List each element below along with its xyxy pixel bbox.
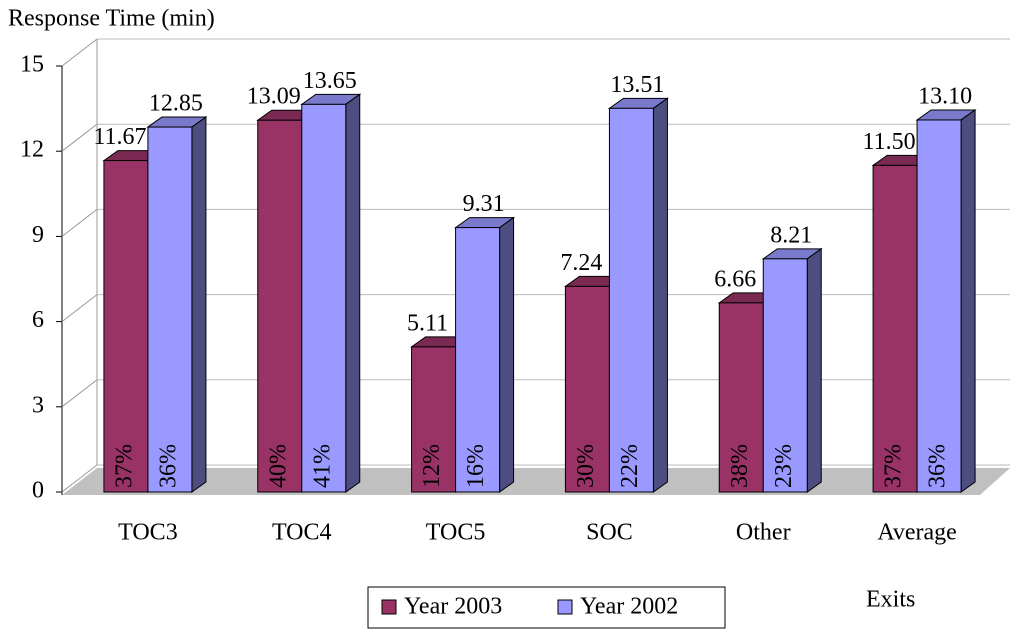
bar-front	[916, 119, 962, 493]
value-label: 11.50	[863, 129, 916, 155]
x-tick-label: TOC3	[118, 520, 178, 546]
bar-front	[564, 285, 610, 493]
bar	[607, 97, 669, 493]
y-tick-label: 9	[32, 222, 44, 248]
y-tick-label: 0	[32, 478, 44, 504]
grid-line	[61, 464, 98, 493]
percent-label: 36%	[155, 444, 181, 488]
bar	[915, 108, 977, 493]
grid-line	[61, 123, 98, 152]
legend-label: Year 2002	[580, 594, 678, 620]
value-label: 13.09	[247, 84, 301, 110]
x-tick-label: SOC	[586, 520, 633, 546]
y-tick-label: 15	[20, 52, 44, 78]
bar-front	[301, 103, 347, 493]
y-axis-label: Response Time (min)	[8, 6, 215, 32]
bar	[146, 116, 208, 493]
legend-swatch	[381, 599, 397, 615]
percent-label: 41%	[309, 444, 335, 488]
value-label: 13.51	[610, 72, 664, 98]
value-label: 13.65	[303, 68, 357, 94]
bar-front	[762, 258, 808, 493]
percent-label: 23%	[771, 444, 797, 488]
percent-label: 37%	[111, 444, 137, 488]
grid-line	[61, 294, 98, 322]
bar-front	[872, 164, 918, 493]
bar-side	[806, 247, 822, 493]
value-label: 9.31	[463, 191, 505, 217]
x-tick-label: Other	[736, 520, 791, 546]
bar-side	[345, 93, 361, 493]
bar-front	[147, 126, 193, 493]
value-label: 6.66	[714, 266, 756, 292]
bar	[300, 93, 362, 493]
bar-side	[191, 116, 207, 493]
percent-label: 40%	[265, 444, 291, 488]
y-tick-label: 6	[32, 307, 44, 333]
y-tick-label: 12	[20, 137, 44, 163]
bar-front	[608, 107, 654, 493]
bar-front	[718, 302, 764, 493]
bar-side	[652, 97, 668, 493]
bar	[761, 247, 823, 493]
percent-label: 37%	[881, 444, 907, 488]
grid-line	[61, 379, 98, 408]
value-label: 7.24	[560, 250, 602, 276]
y-tick-label: 3	[32, 392, 44, 418]
x-tick-label: TOC4	[272, 520, 332, 546]
bar-front	[411, 346, 457, 493]
value-label: 5.11	[407, 310, 448, 336]
legend-swatch	[557, 599, 573, 615]
bar-front	[103, 160, 149, 493]
bar-side	[499, 216, 515, 493]
bar	[454, 216, 516, 493]
bar-side	[960, 108, 976, 493]
bar-front	[455, 227, 501, 493]
legend-box	[367, 586, 726, 629]
percent-label: 36%	[925, 444, 951, 488]
x-tick-label: Average	[877, 520, 957, 546]
bar-front	[257, 119, 303, 493]
value-label: 12.85	[149, 91, 203, 117]
value-label: 8.21	[770, 222, 812, 248]
percent-label: 16%	[463, 444, 489, 488]
percent-label: 22%	[617, 444, 643, 488]
percent-label: 38%	[727, 444, 753, 488]
x-axis-label: Exits	[866, 587, 915, 613]
value-label: 11.67	[93, 124, 146, 150]
x-tick-label: TOC5	[426, 520, 486, 546]
grid-line	[61, 209, 98, 237]
percent-label: 12%	[419, 444, 445, 488]
grid-line	[61, 38, 98, 67]
value-label: 13.10	[918, 83, 972, 109]
percent-label: 30%	[573, 444, 599, 488]
legend-label: Year 2003	[404, 594, 502, 620]
